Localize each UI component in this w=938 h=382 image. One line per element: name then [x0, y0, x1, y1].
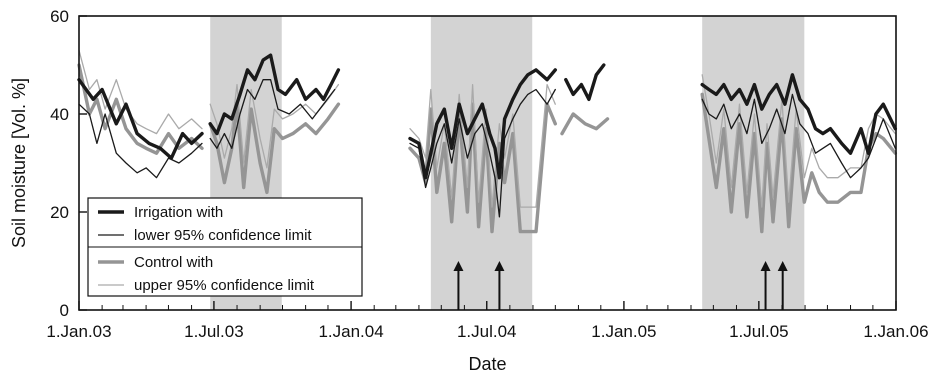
irrigation-arrow-head-4 [777, 261, 788, 271]
y-tick-label-20: 20 [50, 203, 69, 222]
series-line-irrigation-with [77, 53, 897, 180]
legend-label-irrigation: Irrigation with [134, 204, 223, 221]
legend-label-irrigation-lower-limit: lower 95% confidence limit [134, 227, 312, 244]
x-tick-label-2005-01-01: 1.Jan.05 [591, 322, 656, 341]
legend-label-control-upper-limit: upper 95% confidence limit [134, 277, 315, 294]
y-tick-label-60: 60 [50, 7, 69, 26]
x-tick-label-2003-07-01: 1.Jul.03 [184, 322, 244, 341]
x-tick-label-2005-07-01: 1.Jul.05 [729, 322, 789, 341]
y-tick-label-0: 0 [60, 301, 69, 320]
irrigation-arrow-head-3 [760, 261, 771, 271]
irrigation-arrow-head-2 [494, 261, 505, 271]
irrigation-arrows [453, 261, 788, 310]
series-line-lower-95-confidence-limit [78, 79, 896, 218]
legend-label-control: Control with [134, 254, 213, 271]
series-line-control-with [77, 63, 897, 234]
x-tick-label-2004-07-01: 1.Jul.04 [457, 322, 517, 341]
x-tick-label-2003-01-01: 1.Jan.03 [46, 322, 111, 341]
y-tick-label-40: 40 [50, 105, 69, 124]
x-axis-title: Date [468, 354, 506, 374]
legend: Irrigation with lower 95% confidence lim… [87, 197, 363, 297]
y-axis-title: Soil moisture [Vol. %] [9, 78, 29, 248]
series-line-upper-95-confidence-limit [78, 49, 896, 208]
irrigation-arrow-head-1 [453, 261, 464, 271]
series-lines [77, 49, 897, 234]
plot-frame [78, 15, 897, 311]
x-tick-label-2004-01-01: 1.Jan.04 [318, 322, 383, 341]
tick-labels: 0 20 40 60 1.Jan.03 1.Jul.03 1.Jan.04 1.Jul.04 1… [46, 7, 928, 341]
x-tick-label-2006-01-01: 1.Jan.06 [863, 322, 928, 341]
